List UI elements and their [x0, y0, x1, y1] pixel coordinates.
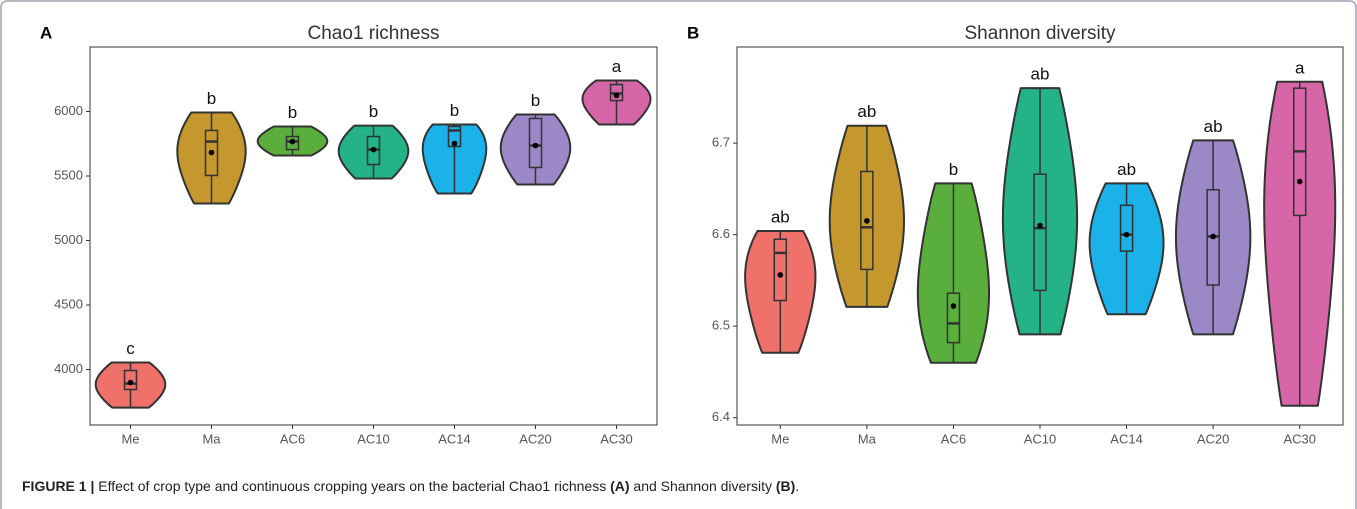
mean-point	[1123, 231, 1130, 238]
x-tick-label: AC14	[1110, 431, 1143, 446]
y-tick-label: 6.6	[712, 226, 730, 241]
panel-label: B	[687, 23, 699, 42]
x-tick-label: AC30	[1283, 431, 1316, 446]
significance-letter: a	[612, 57, 622, 76]
y-tick-label: 6.5	[712, 318, 730, 333]
significance-letter: b	[207, 89, 216, 108]
significance-letter: b	[531, 91, 540, 110]
chart-title: Shannon diversity	[964, 23, 1116, 44]
mean-point	[289, 138, 296, 145]
y-tick-label: 6.4	[712, 409, 730, 424]
x-tick-label: Me	[121, 431, 139, 446]
x-tick-label: AC20	[1197, 431, 1230, 446]
caption-ref: (B)	[775, 478, 796, 494]
significance-letter: ab	[857, 102, 876, 121]
y-tick-label: 6000	[54, 103, 83, 118]
significance-letter: c	[126, 339, 135, 358]
mean-point	[950, 303, 957, 309]
y-tick-label: 4000	[54, 361, 83, 376]
mean-point	[613, 92, 620, 99]
chart-title: Chao1 richness	[307, 23, 439, 44]
mean-point	[864, 218, 870, 224]
mean-point	[1210, 233, 1216, 240]
significance-letter: ab	[1031, 65, 1050, 84]
significance-letter: ab	[1117, 160, 1136, 179]
box	[1119, 204, 1134, 252]
caption-ref: (A)	[610, 478, 630, 494]
x-tick-label: AC10	[357, 431, 390, 446]
caption-text: Effect of crop type and continuous cropp…	[98, 478, 607, 494]
significance-letter: ab	[771, 207, 790, 226]
mean-point	[208, 149, 215, 156]
x-tick-label: AC6	[280, 431, 305, 446]
significance-letter: b	[949, 160, 958, 179]
significance-letter: b	[288, 103, 297, 122]
x-tick-label: AC20	[519, 431, 552, 446]
box	[946, 292, 961, 344]
y-tick-label: 4500	[54, 296, 83, 311]
y-tick-label: 5500	[54, 167, 83, 182]
significance-letter: a	[1295, 58, 1305, 77]
mean-point	[451, 140, 458, 147]
x-tick-label: Ma	[858, 431, 877, 446]
box	[773, 238, 788, 302]
mean-point	[532, 142, 539, 149]
y-tick-label: 5000	[54, 232, 83, 247]
x-tick-label: Me	[771, 431, 789, 446]
x-tick-label: AC14	[438, 431, 471, 446]
caption-label: FIGURE 1 |	[22, 478, 95, 494]
caption: FIGURE 1 | Effect of crop type and conti…	[22, 478, 799, 494]
mean-point	[1037, 222, 1043, 229]
panel-label: A	[40, 23, 52, 42]
caption-end: .	[795, 478, 800, 494]
caption-text: and Shannon diversity	[633, 478, 772, 494]
x-tick-label: AC6	[941, 431, 966, 446]
box	[1033, 173, 1047, 292]
mean-point	[1296, 178, 1303, 185]
significance-letter: ab	[1204, 117, 1223, 136]
y-tick-label: 6.7	[712, 135, 730, 150]
significance-letter: b	[369, 102, 378, 121]
x-tick-label: AC10	[1024, 431, 1057, 446]
mean-point	[127, 379, 134, 386]
x-tick-label: Ma	[202, 431, 221, 446]
x-tick-label: AC30	[600, 431, 633, 446]
mean-point	[370, 146, 377, 153]
mean-point	[777, 272, 784, 278]
significance-letter: b	[450, 101, 459, 120]
